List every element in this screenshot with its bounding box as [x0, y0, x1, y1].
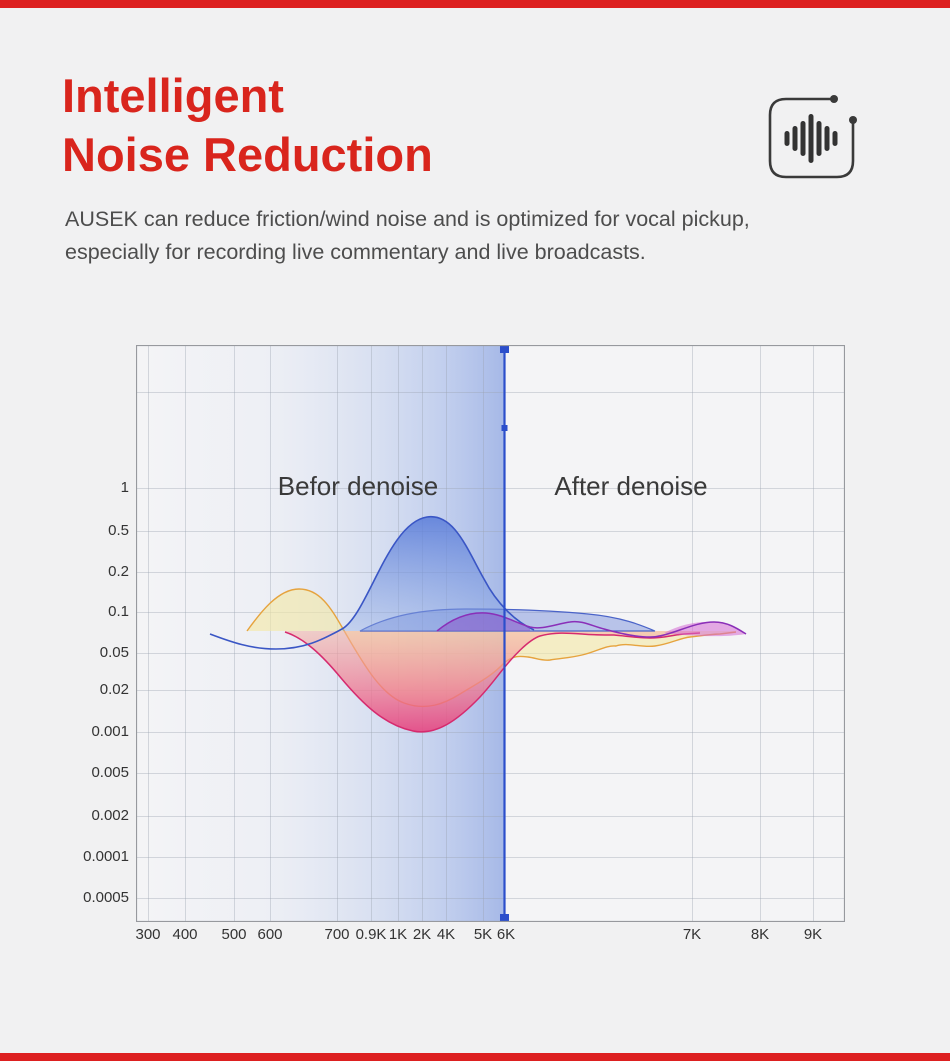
page-title-line1: Intelligent	[62, 69, 284, 122]
x-tick-label: 700	[324, 926, 350, 943]
x-tick-label: 600	[257, 926, 283, 943]
x-tick-label: 4K	[436, 926, 456, 943]
description-line2: especially for recording live commentary…	[65, 240, 646, 264]
x-tick-label: 400	[172, 926, 198, 943]
bottom-accent-bar	[0, 1053, 950, 1061]
y-tick-label: 1	[120, 479, 129, 496]
page-title: Intelligent Noise Reduction	[62, 66, 433, 184]
noise-chart	[136, 345, 845, 922]
page-title-line2: Noise Reduction	[62, 128, 433, 181]
x-tick-label: 2K	[412, 926, 432, 943]
top-accent-bar	[0, 0, 950, 8]
y-tick-label: 0.001	[91, 723, 129, 740]
y-tick-label: 0.5	[108, 522, 129, 539]
x-tick-label: 5K	[473, 926, 493, 943]
after-denoise-label: After denoise	[554, 471, 708, 501]
series-purple-area-right	[664, 621, 746, 637]
series-blue-line	[209, 516, 535, 650]
y-tick-label: 0.0005	[83, 889, 129, 906]
y-tick-label: 0.05	[99, 644, 129, 661]
series-blue-area	[342, 516, 534, 631]
before-denoise-label: Befor denoise	[277, 471, 439, 501]
x-tick-label: 1K	[388, 926, 408, 943]
y-tick-label: 0.005	[91, 764, 129, 781]
x-tick-label: 8K	[750, 926, 770, 943]
description-text: AUSEK can reduce friction/wind noise and…	[65, 203, 750, 269]
series-purple-line	[436, 612, 747, 638]
x-tick-label: 300	[135, 926, 161, 943]
x-tick-label: 7K	[682, 926, 702, 943]
y-tick-label: 0.2	[108, 563, 129, 580]
series-red-line	[284, 631, 701, 733]
y-tick-label: 0.02	[99, 681, 129, 698]
x-tick-label: 500	[221, 926, 247, 943]
voice-waveform-icon	[768, 95, 857, 179]
description-line1: AUSEK can reduce friction/wind noise and…	[65, 207, 750, 231]
x-tick-label: 9K	[803, 926, 823, 943]
x-tick-label: 6K	[496, 926, 516, 943]
divider-line	[500, 345, 509, 922]
y-tick-label: 0.0001	[83, 848, 129, 865]
noise-chart-plot	[136, 345, 845, 922]
y-tick-label: 0.1	[108, 603, 129, 620]
x-tick-label: 0.9K	[355, 926, 387, 943]
y-tick-label: 0.002	[91, 807, 129, 824]
